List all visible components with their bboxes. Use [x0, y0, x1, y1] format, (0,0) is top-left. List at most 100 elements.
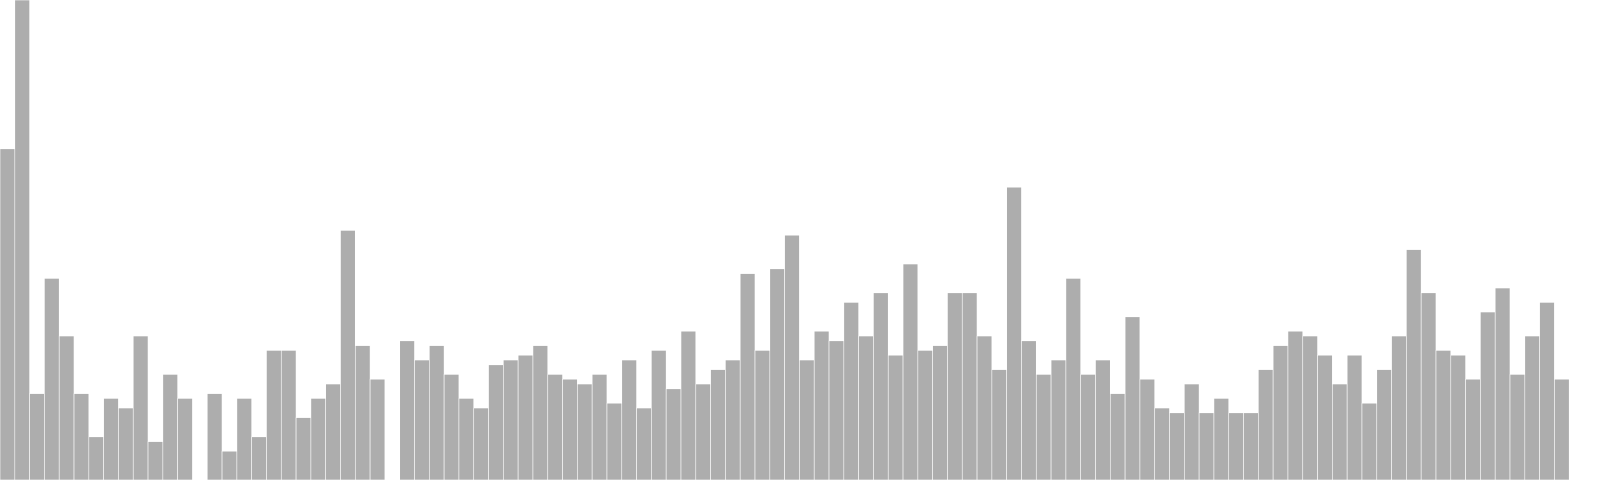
bar-17 [236, 398, 252, 480]
bar-24 [340, 230, 356, 480]
bar-91 [1332, 383, 1348, 480]
bar-106 [1554, 378, 1570, 480]
bar-75 [1095, 359, 1111, 480]
bar-26 [369, 378, 386, 480]
bar-72 [1050, 359, 1067, 480]
bar-100 [1465, 378, 1481, 480]
bar-89 [1302, 335, 1318, 480]
bar-2 [14, 0, 30, 480]
bar-62 [902, 263, 919, 480]
bar-66 [961, 292, 978, 480]
bar-22 [310, 398, 326, 480]
bar-18 [251, 436, 267, 480]
bar-82 [1198, 412, 1215, 480]
bar-76 [1109, 393, 1126, 480]
bar-90 [1317, 354, 1333, 480]
bar-81 [1184, 383, 1200, 480]
bar-67 [976, 335, 993, 480]
bar-86 [1258, 369, 1274, 480]
bar-3 [29, 393, 45, 480]
bar-105 [1539, 302, 1555, 480]
bar-71 [1035, 374, 1052, 480]
bar-63 [917, 350, 933, 480]
bar-48 [695, 383, 711, 480]
bar-34 [488, 364, 504, 480]
bar-38 [547, 374, 563, 480]
bar-21 [295, 417, 312, 480]
bar-104 [1524, 335, 1540, 480]
bar-29 [414, 359, 430, 480]
bar-52 [754, 350, 771, 480]
bar-101 [1480, 311, 1496, 480]
bar-94 [1376, 369, 1392, 480]
bar-96 [1406, 249, 1422, 480]
bar-37 [532, 345, 549, 480]
bar-39 [562, 378, 578, 480]
bar-95 [1391, 335, 1407, 480]
bar-74 [1080, 374, 1096, 480]
bar-57 [828, 340, 845, 480]
bar-30 [429, 345, 445, 480]
bar-98 [1435, 350, 1452, 480]
bar-25 [354, 345, 371, 480]
bar-23 [325, 383, 341, 480]
bar-31 [443, 374, 460, 480]
bar-59 [858, 335, 874, 480]
bar-6 [73, 393, 90, 480]
bar-92 [1346, 354, 1363, 480]
bar-73 [1065, 278, 1081, 480]
bar-64 [932, 345, 948, 480]
bar-56 [813, 330, 830, 480]
bar-36 [517, 354, 534, 480]
bar-13 [177, 398, 193, 480]
bar-51 [739, 273, 756, 480]
bar-33 [473, 407, 489, 480]
bar-61 [887, 354, 904, 480]
bar-16 [221, 450, 238, 480]
bar-65 [947, 292, 963, 480]
bar-53 [769, 268, 785, 480]
bar-32 [458, 398, 475, 480]
bar-103 [1509, 374, 1526, 480]
bar-77 [1124, 316, 1141, 480]
bar-102 [1494, 287, 1511, 480]
bar-40 [577, 383, 593, 480]
bar-79 [1154, 407, 1170, 480]
bar-55 [799, 359, 815, 480]
bar-45 [651, 350, 667, 480]
bar-9 [118, 407, 134, 480]
bar-70 [1021, 340, 1037, 480]
bar-49 [710, 369, 726, 480]
bar-97 [1420, 292, 1437, 480]
bar-1 [0, 148, 16, 480]
bar-80 [1169, 412, 1185, 480]
bar-5 [58, 335, 75, 480]
bar-15 [206, 393, 223, 480]
bar-50 [725, 359, 741, 480]
bar-20 [280, 350, 297, 480]
bar-4 [44, 278, 60, 480]
bar-93 [1361, 402, 1378, 480]
bar-60 [873, 292, 889, 480]
bar-43 [621, 359, 637, 480]
bar-11 [147, 441, 164, 480]
bar-46 [665, 388, 682, 480]
bar-7 [88, 436, 104, 480]
bar-83 [1213, 398, 1230, 480]
bar-84 [1228, 412, 1244, 480]
bar-68 [991, 369, 1007, 480]
bar-19 [266, 350, 282, 480]
bar-42 [606, 402, 623, 480]
bar-41 [591, 374, 608, 480]
bar-10 [132, 335, 149, 480]
bar-54 [784, 234, 800, 480]
bar-87 [1272, 345, 1289, 480]
bar-28 [399, 340, 415, 480]
bar-47 [680, 330, 697, 480]
bar-35 [503, 359, 519, 480]
bar-69 [1006, 186, 1022, 480]
bar-85 [1243, 412, 1259, 480]
bar-12 [162, 374, 178, 480]
